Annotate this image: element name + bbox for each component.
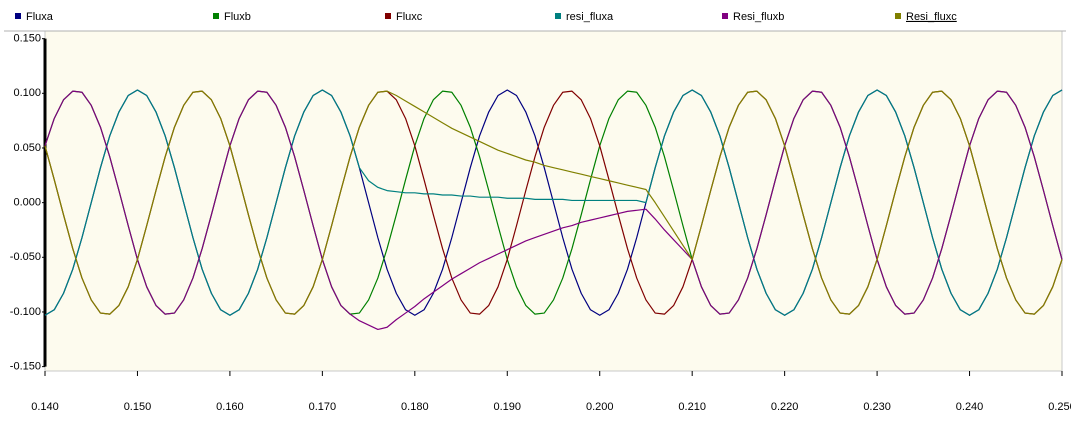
- x-tick-label: 0.140: [31, 401, 59, 413]
- y-tick-label: -0.100: [10, 306, 41, 318]
- series-line: [44, 90, 1063, 315]
- x-tick-label: 0.160: [216, 401, 244, 413]
- x-tick-label: 0.200: [586, 401, 614, 413]
- series-line: [44, 89, 1063, 316]
- legend-swatch: [385, 13, 391, 19]
- x-tick-label: 0.230: [863, 401, 891, 413]
- legend-label: Resi_fluxc: [906, 11, 957, 23]
- y-tick-label: 0.000: [13, 197, 41, 209]
- x-tick-label: 0.210: [678, 401, 706, 413]
- y-tick-label: 0.050: [13, 142, 41, 154]
- legend-label: Fluxb: [224, 11, 251, 23]
- legend-label: resi_fluxa: [566, 11, 614, 23]
- legend-swatch: [555, 13, 561, 19]
- x-tick-label: 0.250: [1048, 401, 1071, 413]
- x-tick-label: 0.220: [771, 401, 799, 413]
- x-tick-label: 0.170: [309, 401, 337, 413]
- x-tick-label: 0.150: [124, 401, 152, 413]
- series-line: [44, 90, 1063, 331]
- y-tick-label: 0.100: [13, 87, 41, 99]
- y-tick-label: -0.050: [10, 251, 41, 263]
- x-tick-label: 0.180: [401, 401, 429, 413]
- legend-swatch: [15, 13, 21, 19]
- legend-swatch: [213, 13, 219, 19]
- legend-label: Resi_fluxb: [733, 11, 784, 23]
- x-tick-label: 0.240: [956, 401, 984, 413]
- y-tick-label: -0.150: [10, 361, 41, 373]
- legend-label: Fluxc: [396, 11, 423, 23]
- x-tick-label: 0.190: [494, 401, 522, 413]
- legend-label: Fluxa: [26, 11, 54, 23]
- legend-swatch: [722, 13, 728, 19]
- legend-swatch: [895, 13, 901, 19]
- y-tick-label: 0.150: [13, 33, 41, 45]
